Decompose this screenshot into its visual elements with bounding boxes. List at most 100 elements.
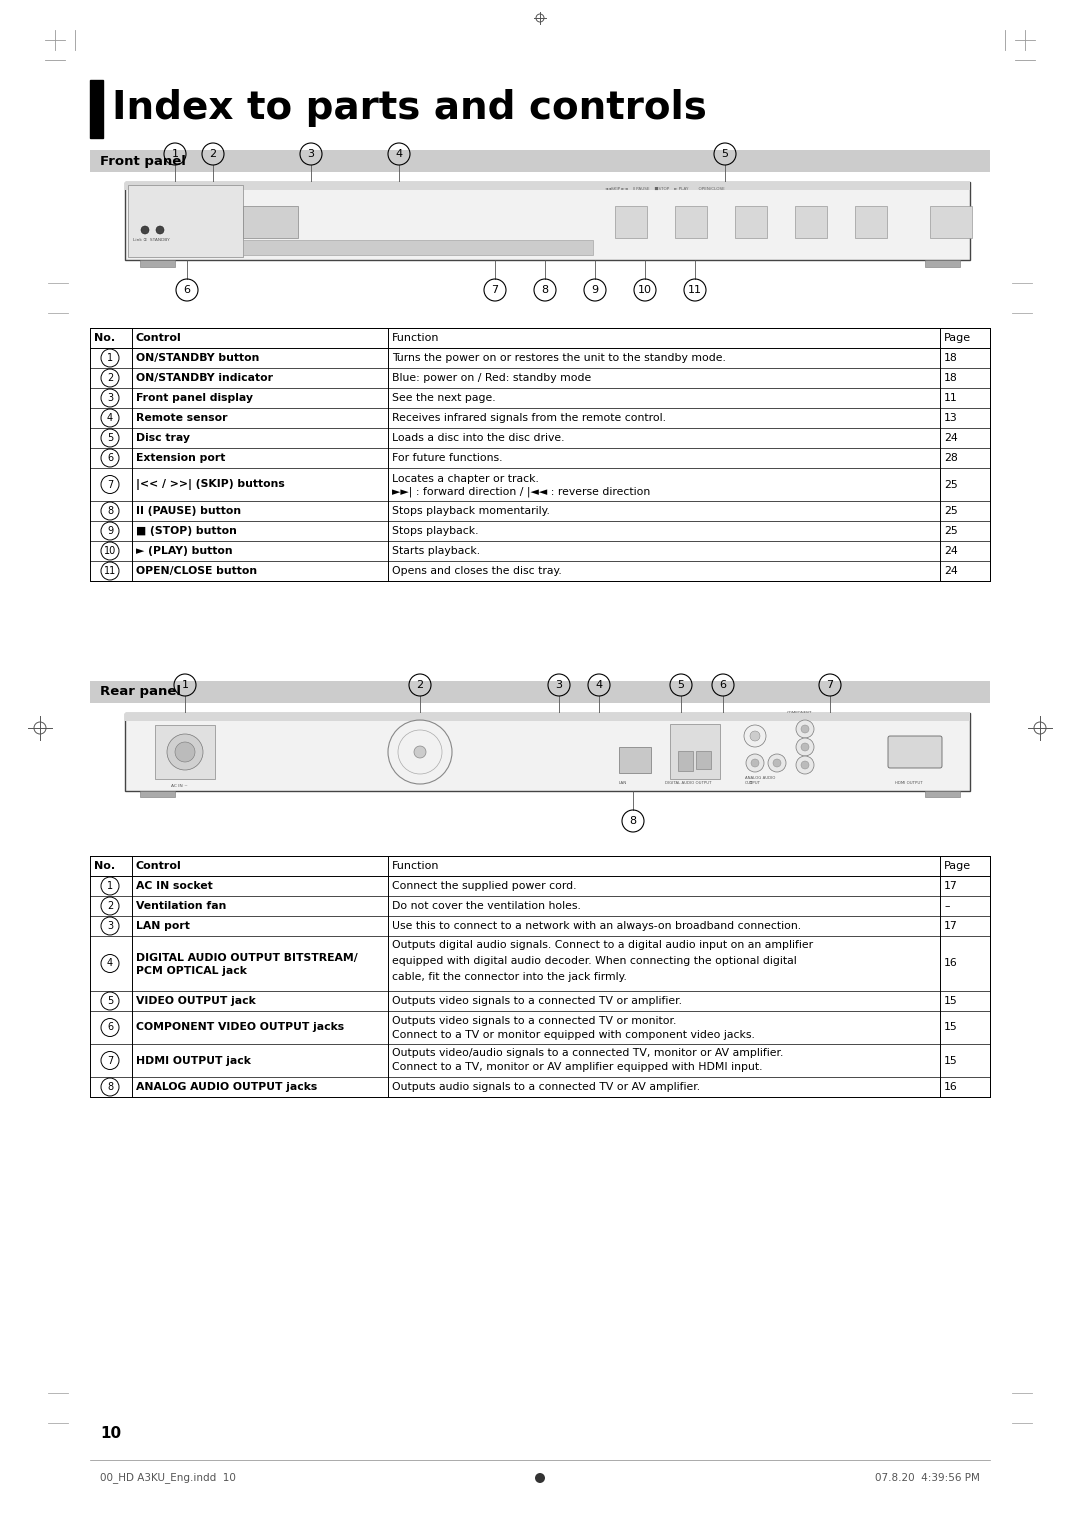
Bar (125, 714, 970, 792)
Text: 24: 24 (944, 432, 958, 443)
Bar (90, 150, 990, 173)
Text: 7: 7 (107, 1056, 113, 1065)
Circle shape (746, 753, 764, 772)
Bar (795, 206, 827, 238)
Text: Front panel: Front panel (100, 154, 186, 168)
Text: cable, fit the connector into the jack firmly.: cable, fit the connector into the jack f… (392, 972, 626, 983)
Circle shape (141, 226, 149, 234)
Text: 15: 15 (944, 996, 958, 1005)
Text: Link ①  STANDBY: Link ① STANDBY (133, 238, 170, 241)
Text: 4: 4 (107, 413, 113, 423)
Text: 18: 18 (944, 373, 958, 384)
Text: 4: 4 (107, 958, 113, 969)
Text: 7: 7 (491, 286, 499, 295)
Text: Outputs video signals to a connected TV or monitor.: Outputs video signals to a connected TV … (392, 1016, 676, 1025)
Text: 18: 18 (944, 353, 958, 364)
Text: 1: 1 (107, 353, 113, 364)
Bar (619, 747, 651, 773)
Text: 1: 1 (172, 150, 178, 159)
Text: Connect to a TV, monitor or AV amplifier equipped with HDMI input.: Connect to a TV, monitor or AV amplifier… (392, 1062, 762, 1073)
Text: ◄◄SKIP ►◄    II PAUSE    ■STOP    ► PLAY        OPEN/CLOSE: ◄◄SKIP ►◄ II PAUSE ■STOP ► PLAY OPEN/CLO… (605, 186, 725, 191)
Circle shape (414, 746, 426, 758)
Text: 25: 25 (944, 506, 958, 516)
Text: 25: 25 (944, 480, 958, 489)
Text: AC IN ~: AC IN ~ (171, 784, 188, 788)
Bar (129, 185, 243, 257)
Text: No.: No. (94, 333, 116, 342)
Text: 2: 2 (417, 680, 423, 691)
Text: Function: Function (392, 333, 440, 342)
Text: 5: 5 (107, 996, 113, 1005)
Text: HDMI OUTPUT: HDMI OUTPUT (895, 781, 922, 785)
Bar (855, 206, 887, 238)
Text: COMPONENT VIDEO OUTPUT jacks: COMPONENT VIDEO OUTPUT jacks (136, 1022, 345, 1033)
Text: Outputs audio signals to a connected TV or AV amplifier.: Outputs audio signals to a connected TV … (392, 1082, 700, 1093)
Bar (90, 329, 990, 581)
Text: ►►| : forward direction / |◄◄ : reverse direction: ►►| : forward direction / |◄◄ : reverse … (392, 486, 650, 497)
Text: Starts playback.: Starts playback. (392, 545, 481, 556)
Text: 5: 5 (107, 432, 113, 443)
Circle shape (796, 738, 814, 756)
Text: Loads a disc into the disc drive.: Loads a disc into the disc drive. (392, 432, 565, 443)
Text: 2: 2 (107, 902, 113, 911)
Circle shape (773, 759, 781, 767)
Bar (243, 206, 298, 238)
Bar (125, 182, 970, 260)
Text: OPEN/CLOSE button: OPEN/CLOSE button (136, 565, 257, 576)
Text: Page: Page (944, 860, 971, 871)
Text: No.: No. (94, 860, 116, 871)
Circle shape (796, 720, 814, 738)
Text: 6: 6 (184, 286, 190, 295)
Text: Disc tray: Disc tray (136, 432, 190, 443)
Text: AC IN socket: AC IN socket (136, 882, 213, 891)
Text: Do not cover the ventilation holes.: Do not cover the ventilation holes. (392, 902, 581, 911)
FancyBboxPatch shape (888, 736, 942, 769)
Text: |<< / >>| (SKIP) buttons: |<< / >>| (SKIP) buttons (136, 478, 285, 490)
Circle shape (535, 1473, 545, 1484)
Text: 11: 11 (688, 286, 702, 295)
Text: ► (PLAY) button: ► (PLAY) button (136, 545, 232, 556)
Bar (675, 206, 707, 238)
Text: Outputs video signals to a connected TV or amplifier.: Outputs video signals to a connected TV … (392, 996, 681, 1005)
Text: 2: 2 (107, 373, 113, 384)
Text: 15: 15 (944, 1022, 958, 1033)
Text: 2: 2 (210, 150, 217, 159)
Text: Outputs video/audio signals to a connected TV, monitor or AV amplifier.: Outputs video/audio signals to a connect… (392, 1048, 783, 1059)
Text: 00_HD A3KU_Eng.indd  10: 00_HD A3KU_Eng.indd 10 (100, 1473, 235, 1484)
Text: 3: 3 (308, 150, 314, 159)
Text: ■ (STOP) button: ■ (STOP) button (136, 526, 237, 536)
Text: 5: 5 (721, 150, 729, 159)
Text: 16: 16 (944, 1082, 958, 1093)
Text: 7: 7 (107, 480, 113, 489)
Text: Control: Control (136, 333, 181, 342)
Text: 25: 25 (944, 526, 958, 536)
Text: equipped with digital audio decoder. When connecting the optional digital: equipped with digital audio decoder. Whe… (392, 957, 797, 966)
Text: Receives infrared signals from the remote control.: Receives infrared signals from the remot… (392, 413, 666, 423)
Text: 6: 6 (107, 1022, 113, 1033)
Text: Opens and closes the disc tray.: Opens and closes the disc tray. (392, 565, 562, 576)
Text: 17: 17 (944, 882, 958, 891)
Text: 10: 10 (104, 545, 117, 556)
Text: 11: 11 (944, 393, 958, 403)
Text: 24: 24 (944, 545, 958, 556)
Circle shape (801, 743, 809, 750)
Circle shape (768, 753, 786, 772)
Text: 8: 8 (541, 286, 549, 295)
Circle shape (801, 761, 809, 769)
Text: HDMI OUTPUT jack: HDMI OUTPUT jack (136, 1056, 251, 1065)
Text: 28: 28 (944, 452, 958, 463)
Circle shape (175, 743, 195, 762)
Text: LAN port: LAN port (136, 921, 190, 931)
Bar (924, 260, 960, 267)
Text: See the next page.: See the next page. (392, 393, 496, 403)
Text: ANALOG AUDIO OUTPUT jacks: ANALOG AUDIO OUTPUT jacks (136, 1082, 318, 1093)
Circle shape (750, 730, 760, 741)
Text: 11: 11 (104, 565, 117, 576)
Text: 3: 3 (555, 680, 563, 691)
Text: 15: 15 (944, 1056, 958, 1065)
Text: DIGITAL AUDIO OUTPUT: DIGITAL AUDIO OUTPUT (665, 781, 712, 785)
Circle shape (751, 759, 759, 767)
Text: 24: 24 (944, 565, 958, 576)
Text: Stops playback.: Stops playback. (392, 526, 478, 536)
Bar (670, 724, 720, 779)
